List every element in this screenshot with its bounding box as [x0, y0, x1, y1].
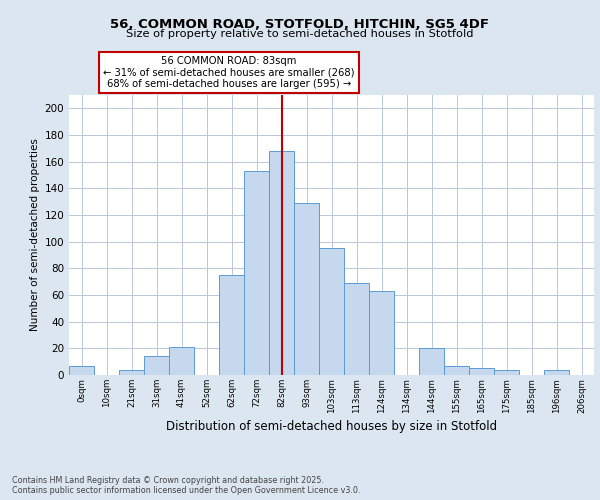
- Bar: [69, 366, 94, 375]
- Bar: [294, 203, 319, 375]
- Bar: [144, 356, 169, 375]
- Bar: [419, 348, 444, 375]
- Text: Size of property relative to semi-detached houses in Stotfold: Size of property relative to semi-detach…: [126, 29, 474, 39]
- Bar: [244, 171, 269, 375]
- Text: Contains HM Land Registry data © Crown copyright and database right 2025.
Contai: Contains HM Land Registry data © Crown c…: [12, 476, 361, 495]
- Bar: [469, 368, 494, 375]
- Text: 56, COMMON ROAD, STOTFOLD, HITCHIN, SG5 4DF: 56, COMMON ROAD, STOTFOLD, HITCHIN, SG5 …: [110, 18, 490, 30]
- Bar: [219, 275, 244, 375]
- Bar: [344, 283, 369, 375]
- Text: 56 COMMON ROAD: 83sqm
← 31% of semi-detached houses are smaller (268)
68% of sem: 56 COMMON ROAD: 83sqm ← 31% of semi-deta…: [103, 56, 355, 90]
- Bar: [319, 248, 344, 375]
- Bar: [444, 366, 469, 375]
- X-axis label: Distribution of semi-detached houses by size in Stotfold: Distribution of semi-detached houses by …: [166, 420, 497, 432]
- Bar: [544, 370, 569, 375]
- Bar: [169, 347, 194, 375]
- Y-axis label: Number of semi-detached properties: Number of semi-detached properties: [30, 138, 40, 332]
- Bar: [119, 370, 144, 375]
- Bar: [369, 291, 394, 375]
- Bar: [494, 370, 519, 375]
- Bar: [269, 151, 294, 375]
